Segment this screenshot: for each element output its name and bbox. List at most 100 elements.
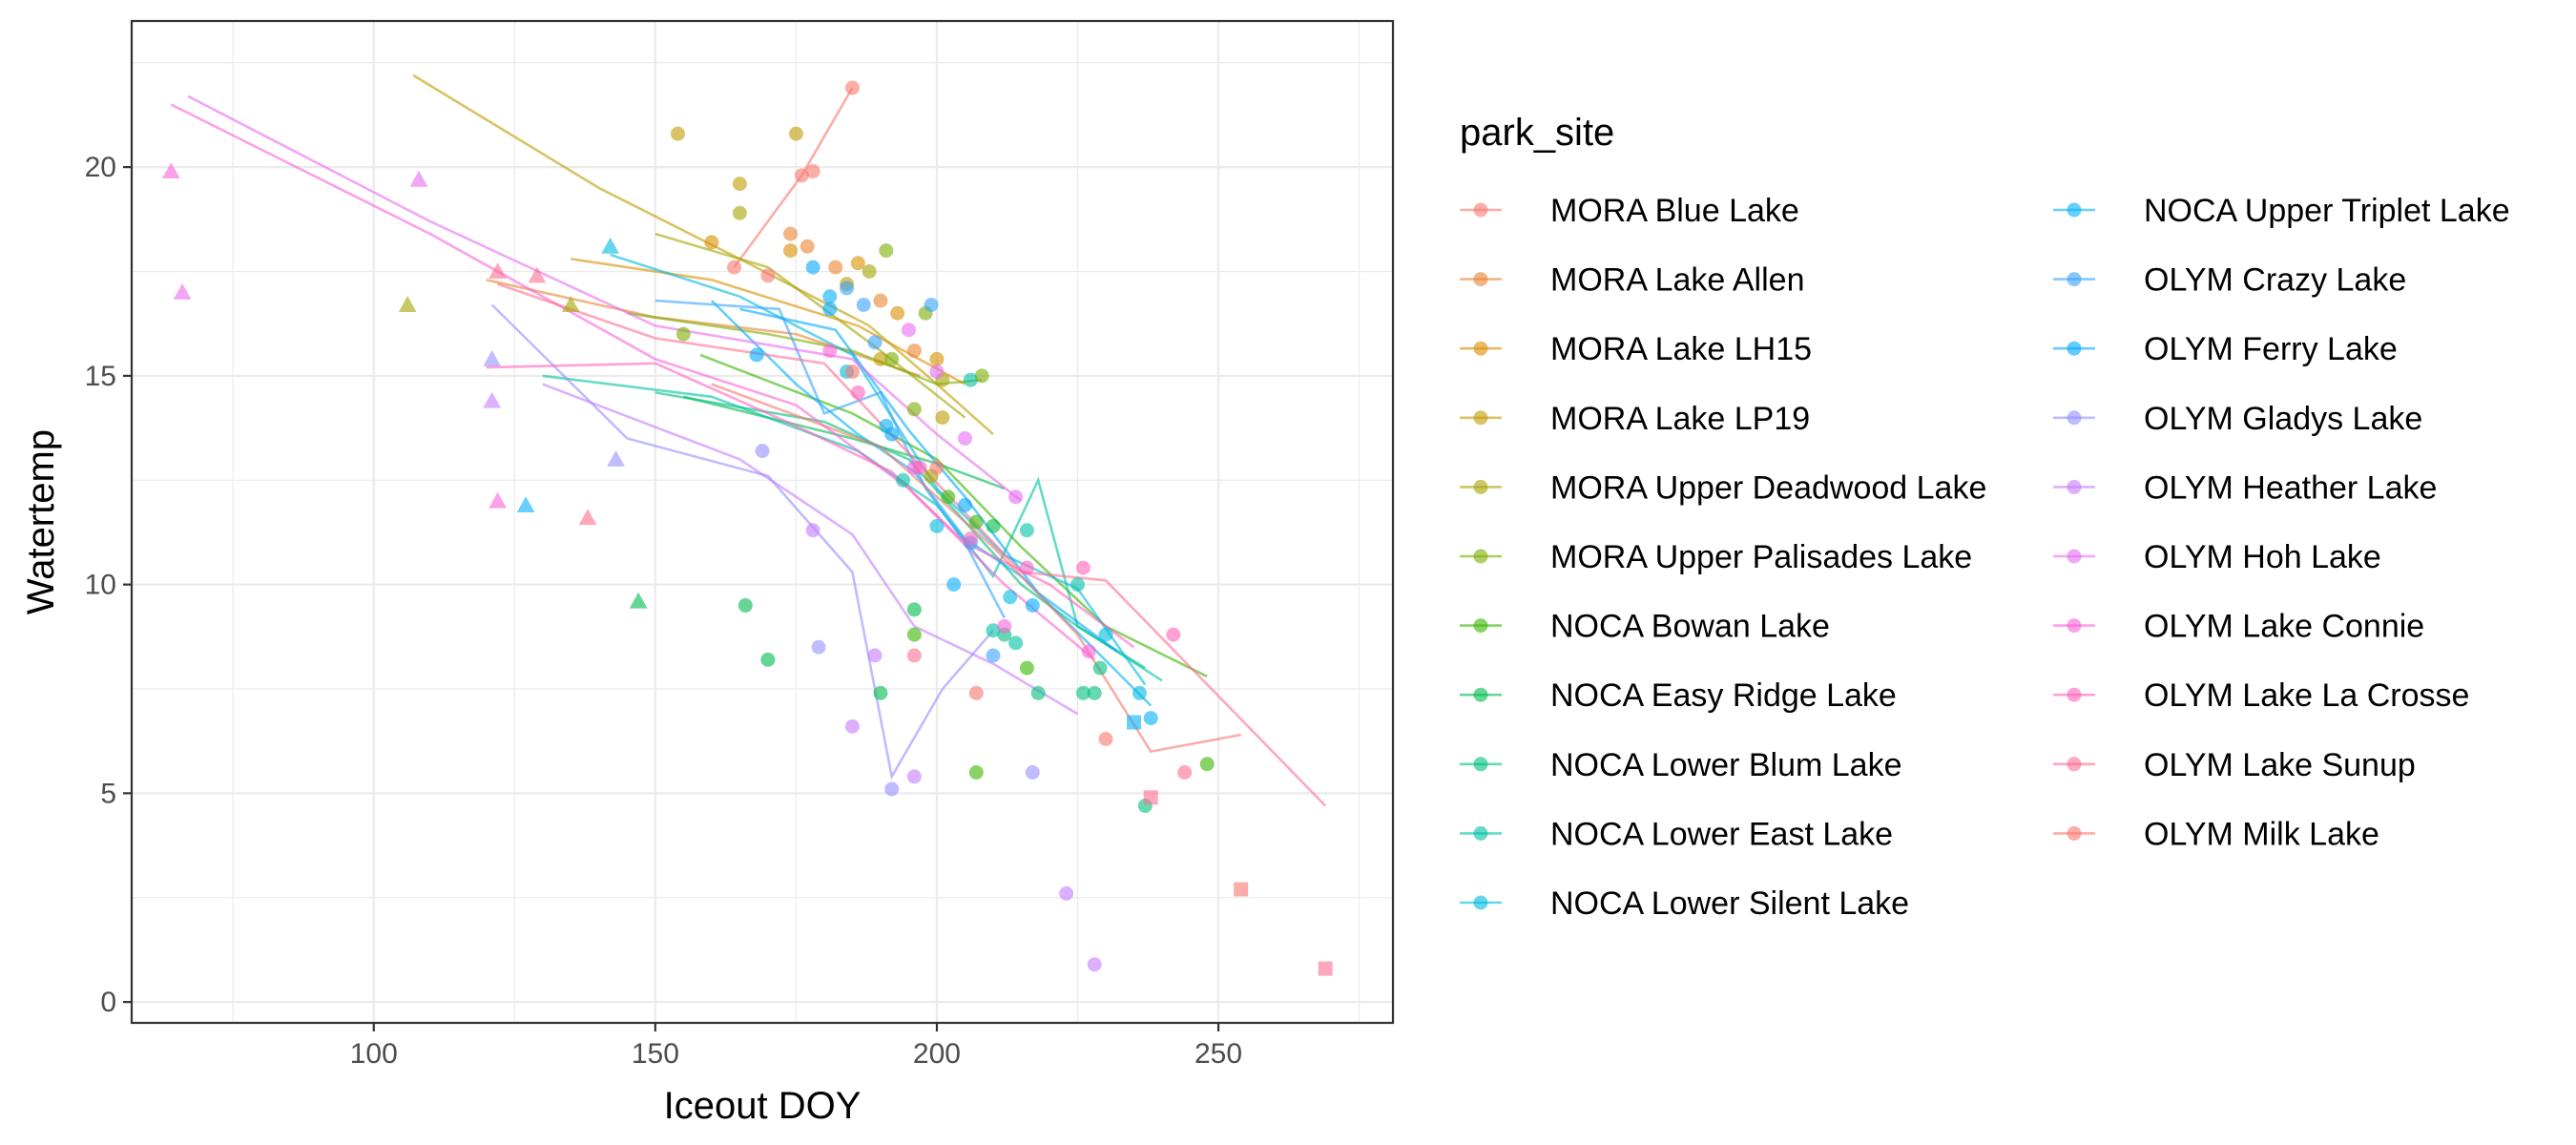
data-point [929, 351, 945, 366]
legend-key-point [2067, 687, 2082, 702]
legend: park_site MORA Blue Lake MORA Lake Allen M… [1460, 112, 2510, 922]
legend-item: OLYM Ferry Lake [2053, 331, 2398, 367]
data-point [929, 460, 945, 475]
data-point [957, 431, 972, 446]
series-line [412, 73, 994, 436]
data-point [997, 618, 1012, 634]
legend-key-point [1473, 410, 1488, 426]
data-point [884, 351, 900, 366]
data-point [1166, 627, 1181, 642]
legend-label: MORA Upper Palisades Lake [1550, 539, 1972, 575]
data-point [805, 260, 821, 275]
legend-item: OLYM Lake Sunup [2053, 747, 2416, 783]
data-point [1132, 685, 1147, 700]
data-point [1003, 590, 1018, 605]
legend-label: OLYM Milk Lake [2144, 816, 2379, 852]
data-point [805, 523, 821, 538]
legend-item: OLYM Gladys Lake [2053, 401, 2422, 437]
data-point [1019, 560, 1034, 575]
data-point [986, 648, 1001, 663]
data-point [173, 283, 192, 300]
legend-label: NOCA Lower Blum Lake [1550, 747, 1902, 783]
data-point [1019, 660, 1034, 676]
data-point [906, 402, 922, 417]
data-point [737, 598, 753, 613]
series-line [711, 383, 1241, 754]
data-point [929, 518, 945, 533]
data-point [805, 164, 821, 178]
data-point [986, 518, 1001, 533]
legend-label: MORA Lake LH15 [1550, 331, 1812, 367]
legend-key-point [2067, 825, 2082, 841]
legend-label: MORA Blue Lake [1550, 193, 1799, 229]
legend-key-point [2067, 549, 2082, 564]
legend-key-point [1473, 479, 1488, 494]
legend-key-point [1473, 549, 1488, 564]
legend-label: NOCA Upper Triplet Lake [2144, 193, 2510, 229]
legend-item: OLYM Heather Lake [2053, 469, 2437, 506]
data-point [1025, 765, 1040, 780]
data-point [161, 162, 180, 178]
data-point [1087, 957, 1102, 972]
data-point [968, 765, 984, 780]
data-point [906, 648, 922, 663]
legend-item: MORA Lake Allen [1460, 262, 1804, 299]
legend-label: NOCA Bowan Lake [1550, 609, 1830, 645]
data-point [906, 602, 922, 617]
data-point [601, 237, 620, 254]
data-point [844, 718, 860, 734]
data-point [822, 289, 838, 304]
y-tick-label: 10 [85, 570, 116, 601]
series-line [627, 312, 983, 385]
legend-key-point [1473, 272, 1488, 287]
y-tick-label: 0 [100, 987, 116, 1018]
legend-title: park_site [1460, 112, 1614, 154]
y-tick-label: 20 [85, 152, 116, 183]
legend-key-point [1473, 341, 1488, 356]
legend-key-point [1473, 825, 1488, 841]
data-point [941, 489, 956, 505]
data-point [873, 685, 888, 700]
data-point [924, 298, 939, 312]
data-point [749, 347, 764, 363]
data-point [488, 262, 507, 279]
legend-label: NOCA Easy Ridge Lake [1550, 677, 1897, 714]
data-point [1098, 732, 1113, 746]
series-line [497, 282, 1327, 807]
data-point [963, 372, 978, 387]
legend-key-point [1473, 202, 1488, 218]
data-point [1177, 765, 1193, 780]
legend-label: NOCA Lower Silent Lake [1550, 885, 1909, 922]
data-point [732, 177, 747, 192]
legend-item: OLYM Lake Connie [2053, 609, 2424, 645]
data-point [890, 305, 905, 321]
legend-label: MORA Lake Allen [1550, 262, 1804, 299]
data-point [409, 170, 428, 187]
data-points [161, 80, 1333, 976]
legend-item: MORA Upper Deadwood Lake [1460, 469, 1986, 506]
data-point [726, 260, 741, 275]
legend-key-point [2067, 202, 2082, 218]
data-point [629, 592, 648, 609]
legend-key-point [1473, 895, 1488, 910]
data-point [935, 410, 950, 426]
data-point [488, 491, 507, 509]
legend-key-point [2067, 618, 2082, 634]
data-point [760, 652, 776, 667]
data-point [1234, 882, 1249, 897]
legend-item: MORA Lake LH15 [1460, 331, 1812, 367]
x-tick-label: 250 [1195, 1038, 1242, 1070]
legend-key-point [1473, 618, 1488, 634]
legend-item: OLYM Hoh Lake [2053, 539, 2381, 575]
panel-background [132, 21, 1393, 1023]
legend-key-point [1473, 687, 1488, 702]
series-line [542, 383, 1079, 716]
data-point [1143, 790, 1158, 805]
legend-key-point [2067, 479, 2082, 494]
series-line [486, 362, 1135, 649]
data-point [578, 509, 597, 526]
data-point [884, 427, 900, 442]
data-point [760, 268, 776, 283]
data-point [850, 256, 865, 271]
y-tick-label: 5 [100, 778, 116, 809]
